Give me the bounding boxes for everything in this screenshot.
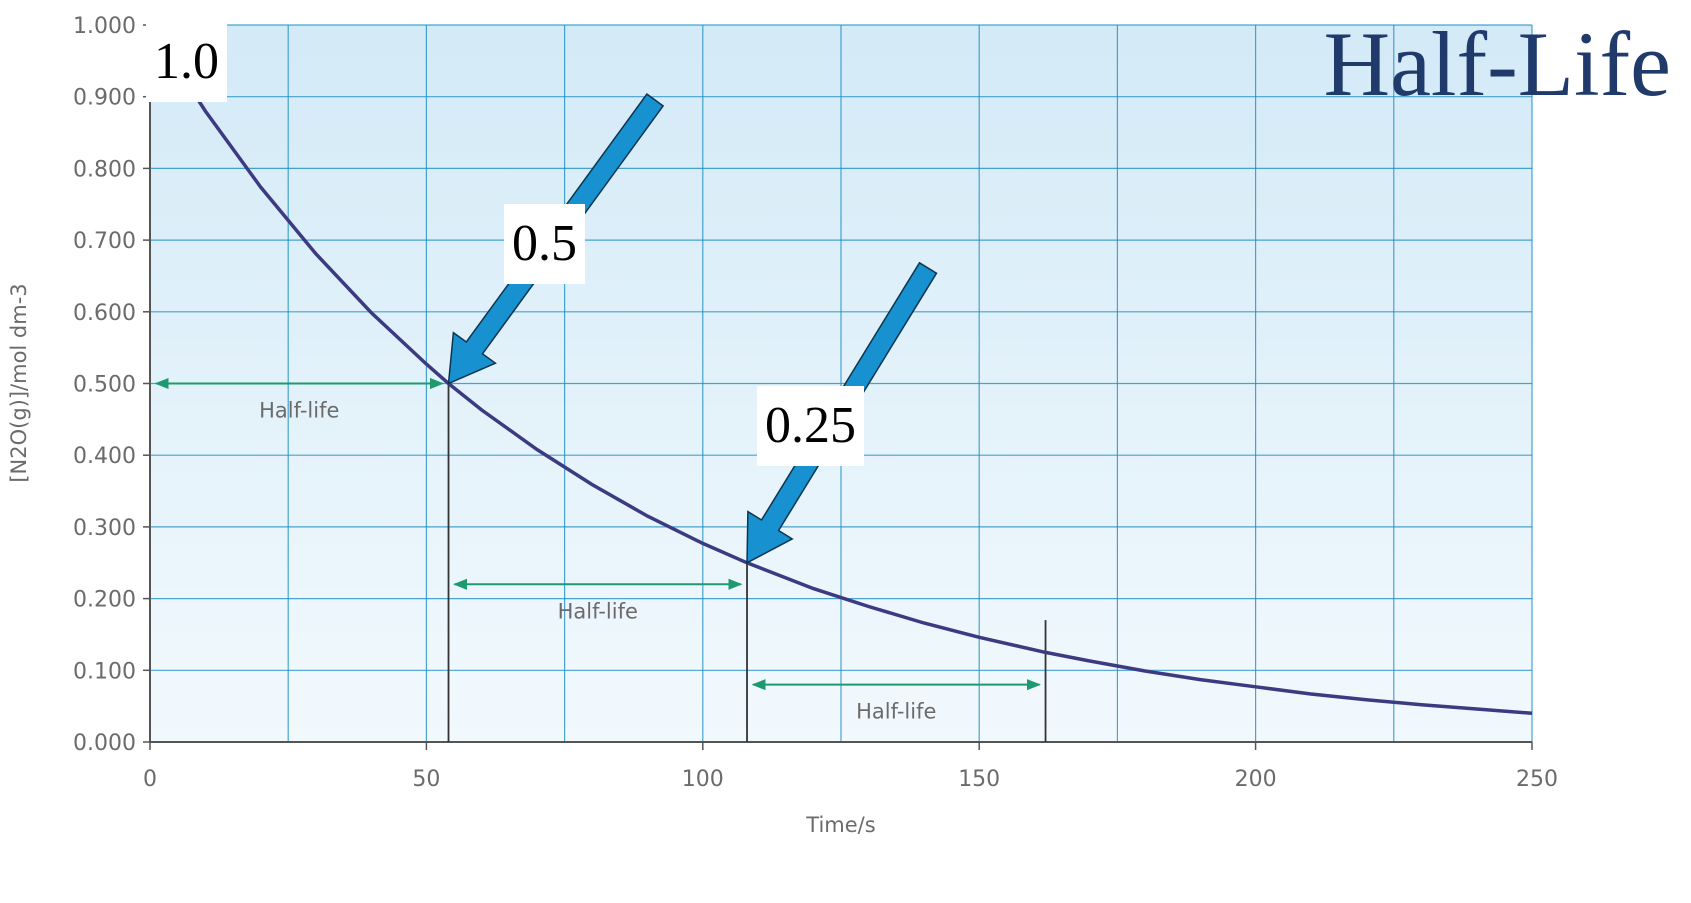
callout-label-3: 0.25: [757, 386, 864, 466]
y-tick-label: 0.700: [73, 229, 136, 254]
y-tick-label: 0.000: [73, 731, 136, 756]
x-tick-label: 0: [143, 767, 157, 792]
y-tick-label: 0.800: [73, 157, 136, 182]
callout-label-2: 0.5: [504, 204, 585, 284]
y-tick-label: 0.300: [73, 516, 136, 541]
callout-label-1: 1.0: [146, 22, 227, 102]
y-tick-label: 0.600: [73, 301, 136, 326]
x-tick-label: 50: [412, 767, 440, 792]
y-tick-label: 0.400: [73, 444, 136, 469]
y-tick-label: 0.900: [73, 86, 136, 111]
y-tick-label: 1.000: [73, 14, 136, 39]
half-life-markers: Half-life Half-life Half-life: [154, 377, 1047, 742]
half-life-label: Half-life: [856, 700, 936, 724]
half-life-label: Half-life: [558, 599, 638, 623]
y-tick-label: 0.100: [73, 659, 136, 684]
y-tick-label: 0.200: [73, 588, 136, 613]
x-tick-label: 250: [1516, 767, 1558, 792]
slide-title: Half-Life: [1323, 13, 1671, 115]
x-tick-label: 200: [1235, 767, 1277, 792]
x-axis-title: Time/s: [805, 813, 875, 837]
x-tick-label: 100: [682, 767, 724, 792]
axes: 0.000 0.100 0.200 0.300 0.400 0.500 0.600 0.700…: [73, 14, 1558, 792]
y-tick-label: 0.500: [73, 373, 136, 398]
decay-curve: [148, 24, 1533, 716]
x-tick-label: 150: [958, 767, 1000, 792]
half-life-label: Half-life: [259, 399, 339, 423]
y-axis-title: [N2O(g)]/mol dm-3: [7, 283, 31, 482]
